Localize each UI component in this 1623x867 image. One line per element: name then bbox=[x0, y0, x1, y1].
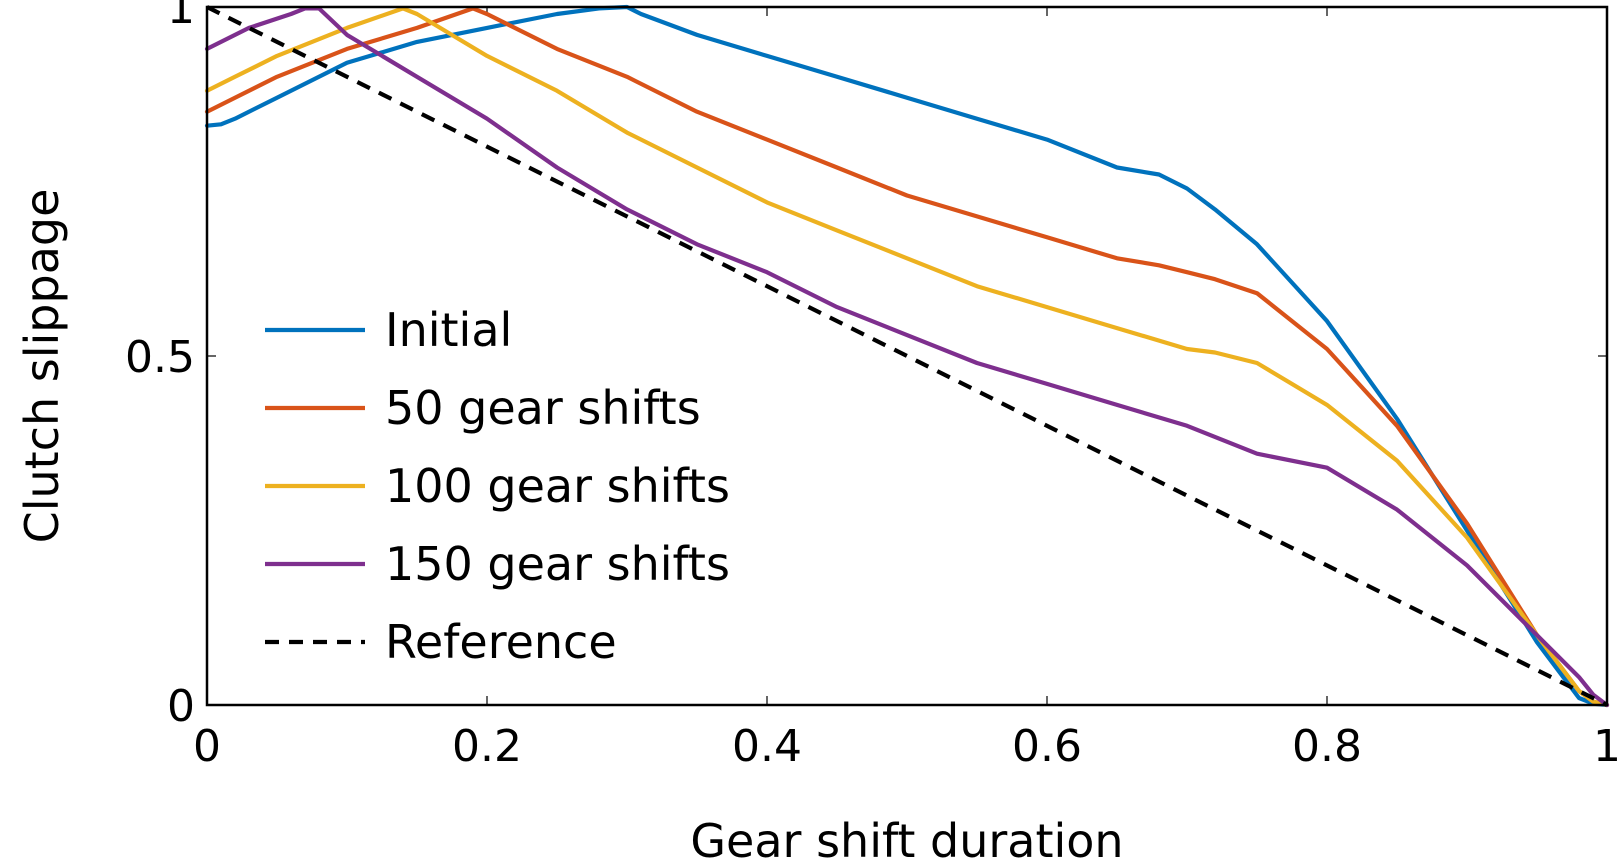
x-axis-label: Gear shift duration bbox=[690, 814, 1123, 867]
y-axis-label: Clutch slippage bbox=[15, 189, 69, 544]
x-tick-label: 1 bbox=[1593, 721, 1621, 772]
legend-label-initial: Initial bbox=[385, 303, 512, 357]
plot-frame bbox=[205, 5, 1609, 707]
x-tick-labels: 0 0.2 0.4 0.6 0.8 1 bbox=[193, 721, 1621, 772]
y-tick-label: 1 bbox=[167, 0, 195, 34]
series-line-50-gear-shifts bbox=[204, 6, 1610, 708]
x-tick-label: 0.2 bbox=[452, 721, 522, 772]
series-lines bbox=[204, 4, 1610, 708]
y-tick-label: 0.5 bbox=[125, 332, 195, 383]
legend-label-reference: Reference bbox=[385, 615, 617, 669]
x-tick-label: 0.4 bbox=[732, 721, 802, 772]
legend-label-50-gear-shifts: 50 gear shifts bbox=[385, 381, 701, 435]
legend: Initial 50 gear shifts 100 gear shifts 150 … bbox=[265, 303, 730, 669]
legend-label-150-gear-shifts: 150 gear shifts bbox=[385, 537, 730, 591]
x-tick-label: 0.6 bbox=[1012, 721, 1082, 772]
x-tick-label: 0.8 bbox=[1292, 721, 1362, 772]
series-line-reference bbox=[206, 5, 1608, 707]
series-line-150-gear-shifts bbox=[204, 6, 1610, 708]
legend-label-100-gear-shifts: 100 gear shifts bbox=[385, 459, 730, 513]
y-tick-labels: 00.51 bbox=[125, 0, 195, 732]
x-tick-label: 0 bbox=[193, 721, 221, 772]
y-tick-label: 0 bbox=[167, 681, 195, 732]
series-line-100-gear-shifts bbox=[204, 6, 1610, 708]
plot-area bbox=[204, 4, 1610, 708]
